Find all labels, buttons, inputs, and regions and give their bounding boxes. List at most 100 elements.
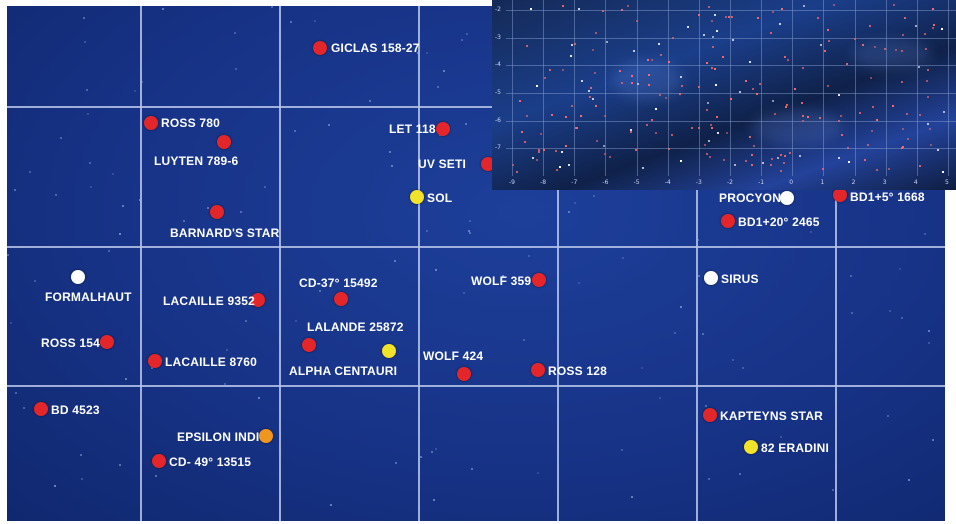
- inset-x-tick: -4: [664, 179, 671, 186]
- grid-line-vertical: [140, 6, 142, 521]
- background-star: [928, 342, 931, 344]
- inset-star-point: [589, 86, 592, 89]
- background-star: [419, 456, 422, 459]
- star-marker[interactable]: [210, 205, 224, 219]
- inset-y-tick: -6: [495, 116, 501, 124]
- inset-star-point: [710, 123, 712, 126]
- inset-star-point: [892, 4, 895, 6]
- star-marker[interactable]: [436, 122, 450, 136]
- inset-grid-line: [948, 0, 949, 176]
- background-star: [118, 464, 121, 467]
- inset-star-point: [515, 171, 518, 174]
- background-star: [739, 472, 742, 475]
- background-star: [108, 249, 111, 252]
- background-star: [434, 269, 437, 272]
- grid-line-vertical: [835, 6, 837, 521]
- background-star: [416, 44, 419, 47]
- inset-star-point: [668, 60, 671, 63]
- background-star: [289, 21, 292, 24]
- inset-grid-line: [854, 0, 856, 176]
- inset-star-point: [744, 79, 747, 82]
- inset-star-point: [901, 147, 904, 150]
- star-marker[interactable]: [334, 292, 348, 306]
- star-marker[interactable]: [704, 271, 718, 285]
- inset-star-point: [833, 4, 836, 7]
- inset-star-point: [651, 58, 654, 61]
- star-label: LALANDE 25872: [307, 320, 404, 334]
- inset-star-point: [549, 69, 552, 72]
- grid-line-vertical: [279, 6, 281, 521]
- inset-x-tick: -9: [509, 179, 515, 186]
- star-marker[interactable]: [744, 440, 758, 454]
- inset-star-point: [595, 105, 598, 107]
- inset-star-point: [927, 123, 930, 126]
- grid-line-horizontal: [7, 385, 945, 387]
- star-marker[interactable]: [251, 293, 265, 307]
- star-marker[interactable]: [531, 363, 545, 377]
- inset-star-point: [710, 66, 713, 69]
- background-star: [314, 20, 317, 23]
- star-marker[interactable]: [152, 454, 166, 468]
- star-marker[interactable]: [833, 188, 847, 202]
- inset-star-point: [564, 144, 567, 147]
- star-marker[interactable]: [481, 157, 495, 171]
- star-marker[interactable]: [302, 338, 316, 352]
- star-label: WOLF 359: [471, 274, 532, 288]
- star-marker[interactable]: [721, 214, 735, 228]
- inset-star-point: [604, 115, 607, 118]
- star-marker[interactable]: [144, 116, 158, 130]
- inset-star-point: [602, 10, 605, 13]
- background-star: [708, 477, 711, 480]
- inset-star-point: [869, 24, 872, 27]
- star-marker[interactable]: [148, 354, 162, 368]
- star-marker[interactable]: [100, 335, 114, 349]
- star-marker[interactable]: [532, 273, 546, 287]
- background-star: [87, 113, 90, 116]
- inset-star-point: [619, 69, 622, 72]
- inset-star-point: [783, 56, 786, 59]
- star-marker[interactable]: [34, 402, 48, 416]
- background-star: [294, 129, 297, 132]
- inset-x-tick: 4: [913, 179, 918, 186]
- inset-star-point: [722, 55, 725, 58]
- background-star: [90, 185, 93, 188]
- inset-star-point: [551, 113, 554, 116]
- star-marker[interactable]: [457, 367, 471, 381]
- inset-star-point: [942, 110, 945, 113]
- star-label: LUYTEN 789-6: [154, 154, 239, 168]
- inset-star-point: [554, 150, 557, 153]
- star-marker[interactable]: [780, 191, 794, 205]
- inset-star-point: [802, 67, 805, 70]
- inset-star-point: [691, 126, 694, 129]
- inset-star-point: [802, 5, 805, 8]
- inset-star-point: [900, 49, 903, 52]
- star-marker[interactable]: [382, 344, 396, 358]
- star-label: KAPTEYNS STAR: [720, 409, 824, 423]
- inset-star-point: [717, 131, 720, 134]
- inset-star-point: [710, 20, 713, 23]
- star-label: BARNARD'S STAR: [170, 226, 280, 240]
- inset-star-point: [733, 163, 736, 166]
- inset-star-point: [641, 167, 644, 170]
- star-marker[interactable]: [313, 41, 327, 55]
- background-star: [469, 231, 472, 234]
- background-star: [368, 99, 371, 102]
- star-marker[interactable]: [217, 135, 231, 149]
- inset-star-point: [932, 23, 935, 26]
- star-marker[interactable]: [410, 190, 424, 204]
- background-star: [233, 31, 236, 34]
- inset-star-chart: -9 -8 -7 -6 -5 -4 -3 -2 -1 0 1 2 3 4 5 -…: [492, 0, 956, 190]
- inset-star-point: [784, 154, 787, 157]
- background-star: [443, 69, 446, 72]
- inset-star-point: [778, 22, 781, 25]
- inset-star-point: [919, 114, 922, 117]
- star-marker[interactable]: [259, 429, 273, 443]
- star-marker[interactable]: [71, 270, 85, 284]
- grid-line-vertical: [557, 6, 559, 521]
- inset-x-tick: -2: [727, 179, 733, 186]
- star-marker[interactable]: [703, 408, 717, 422]
- inset-star-point: [654, 131, 657, 134]
- inset-star-point: [942, 170, 945, 173]
- inset-star-point: [723, 159, 726, 162]
- background-star: [140, 81, 143, 84]
